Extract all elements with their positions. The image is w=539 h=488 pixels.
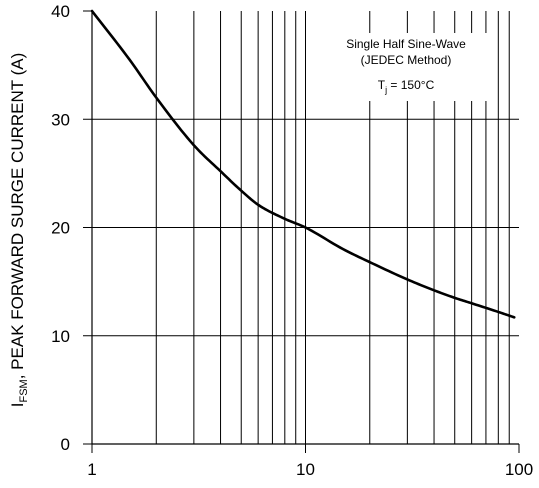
annotation-line-3: Tj = 150°C (378, 78, 435, 95)
tick-labels: 0 10 20 30 40 1 10 100 (51, 2, 533, 479)
surge-current-curve (90, 9, 516, 319)
annotation-box: Single Half Sine-Wave (JEDEC Method) Tj … (325, 33, 488, 101)
x-tick-label: 10 (296, 460, 315, 479)
annotation-line-1: Single Half Sine-Wave (346, 37, 466, 51)
annotation-background (325, 33, 488, 101)
annotation-line-2: (JEDEC Method) (361, 53, 452, 67)
x-tick-label: 100 (505, 460, 533, 479)
x-tick-label: 1 (87, 460, 96, 479)
y-tick-label: 10 (51, 327, 70, 346)
annotation-t-subscript: j (384, 85, 387, 95)
y-tick-label: 30 (51, 110, 70, 129)
y-tick-label: 20 (51, 219, 70, 238)
y-tick-label: 0 (61, 435, 70, 454)
y-axis-label-text: , PEAK FORWARD SURGE CURRENT (A) (8, 53, 27, 380)
series-lines (90, 9, 516, 319)
annotation-t-value: = 150°C (387, 78, 434, 92)
y-axis-label: IFSM, PEAK FORWARD SURGE CURRENT (A) (8, 53, 30, 407)
y-tick-label: 40 (51, 2, 70, 21)
annotation-t-symbol: T (378, 78, 386, 92)
y-axis-label-subscript: FSM (18, 379, 30, 402)
y-axis-label-symbol: I (8, 403, 27, 408)
